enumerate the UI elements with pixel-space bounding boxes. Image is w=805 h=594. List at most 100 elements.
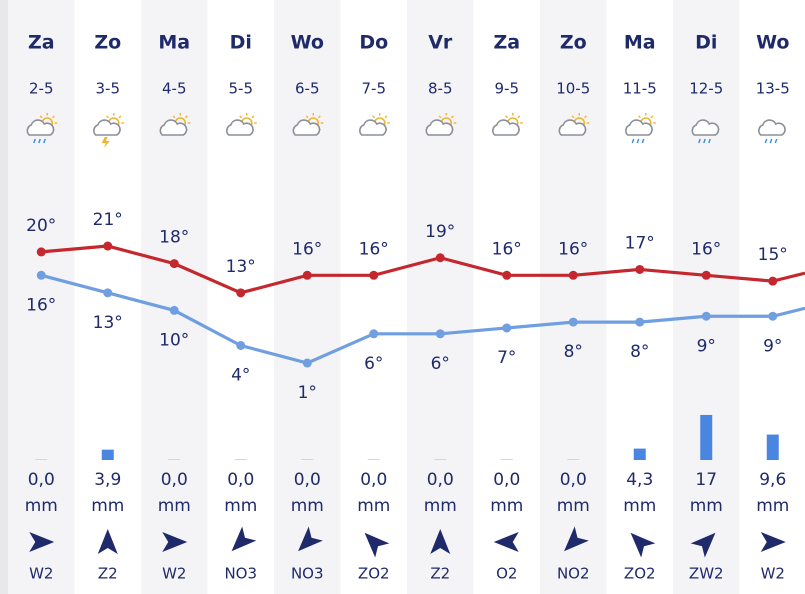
arrow-shape (298, 526, 323, 552)
arrow-shape (564, 526, 589, 552)
left-edge (0, 0, 8, 594)
precip-unit: mm (357, 496, 390, 516)
precip-amount: 0,0 (360, 470, 387, 490)
wind-arrow (29, 532, 55, 552)
max-temp: 20° (26, 216, 56, 236)
wind-label: Z2 (430, 565, 450, 583)
cloud (26, 119, 55, 136)
drop (43, 138, 46, 144)
weather-icon (26, 113, 58, 144)
date: 6-5 (295, 80, 320, 98)
min-line-point (568, 317, 578, 327)
wind-label: W2 (29, 565, 53, 583)
sun-ray (372, 115, 375, 119)
max-line-point (302, 270, 312, 280)
weather-icon (691, 119, 720, 144)
precip-amount: 0,0 (227, 470, 254, 490)
cloud (492, 119, 520, 136)
date: 3-5 (96, 80, 121, 98)
precip-bar (168, 459, 181, 460)
sun-ray (106, 115, 109, 119)
precip-amount: 0,0 (427, 470, 454, 490)
max-temp: 16° (359, 239, 389, 259)
wind-arrow (564, 526, 589, 552)
sun-ray (438, 115, 442, 119)
precip-bar (101, 449, 114, 460)
precip-amount: 0,0 (161, 470, 188, 490)
max-line-point (36, 247, 46, 257)
date: 9-5 (495, 80, 520, 98)
max-line-point (502, 270, 512, 280)
precip-unit: mm (490, 496, 523, 516)
precip-unit: mm (25, 496, 58, 516)
day-name: Zo (560, 32, 587, 54)
precip-bar (766, 434, 779, 460)
arrow-shape (364, 532, 390, 558)
arrow-shape (97, 529, 118, 554)
cloud (226, 119, 254, 136)
precip-amount: 0,0 (560, 470, 587, 490)
max-temp: 16° (492, 239, 522, 259)
date: 13-5 (756, 80, 790, 98)
drop (708, 138, 711, 144)
sun-ray (650, 115, 654, 119)
date: 11-5 (623, 80, 657, 98)
weather-icon (758, 119, 786, 144)
max-line-point (768, 276, 778, 286)
max-temp: 15° (758, 245, 788, 265)
drop (38, 138, 41, 144)
day-name: Di (695, 32, 717, 54)
min-line-point (435, 329, 445, 339)
max-temp: 21° (93, 210, 123, 230)
sun-ray (571, 115, 575, 119)
max-line-point (435, 253, 445, 263)
precip-bar (633, 448, 646, 460)
precip-amount: 9,6 (759, 470, 786, 490)
drop (641, 138, 645, 144)
date: 7-5 (362, 80, 387, 98)
max-temp: 18° (159, 228, 189, 248)
weather-icon (292, 113, 324, 136)
min-line-point (36, 270, 46, 280)
wind-label: ZO2 (358, 565, 390, 583)
max-line-point (369, 270, 379, 280)
sun-ray (638, 115, 641, 119)
cloud (93, 119, 121, 136)
min-temp: 8° (564, 342, 583, 362)
cloud (758, 119, 786, 136)
precip-bar (700, 414, 713, 460)
min-line-point (369, 329, 379, 339)
sun-ray (251, 115, 255, 119)
min-temp: 16° (26, 295, 56, 315)
sun-ray (584, 115, 587, 119)
bolt (101, 137, 110, 148)
weather-icon (359, 113, 390, 136)
weather-icon (425, 113, 457, 136)
precip-unit: mm (623, 496, 656, 516)
precip-bar (434, 459, 447, 460)
precip-amount: 4,3 (626, 470, 653, 490)
max-line-point (568, 270, 578, 280)
wind-label: ZW2 (689, 565, 724, 583)
precip-unit: mm (158, 496, 191, 516)
min-temp: 4° (231, 366, 250, 386)
cloud (292, 119, 321, 136)
cloud (359, 119, 387, 136)
cloud (691, 119, 720, 136)
day-name: Zo (94, 32, 121, 54)
day-name: Ma (624, 32, 656, 54)
column-stripe (8, 0, 75, 594)
arrow-shape (630, 532, 656, 558)
precip-amount: 0,0 (28, 470, 55, 490)
drop (636, 138, 640, 144)
precip-bar (35, 459, 48, 460)
wind-arrow (364, 532, 390, 558)
wind-label: O2 (496, 565, 517, 583)
drop (703, 138, 706, 144)
wind-label: Z2 (98, 565, 118, 583)
max-temp: 19° (425, 222, 455, 242)
sun-ray (505, 115, 508, 119)
sun-ray (52, 115, 55, 119)
wind-label: NO2 (557, 565, 590, 583)
precip-amount: 0,0 (294, 470, 321, 490)
